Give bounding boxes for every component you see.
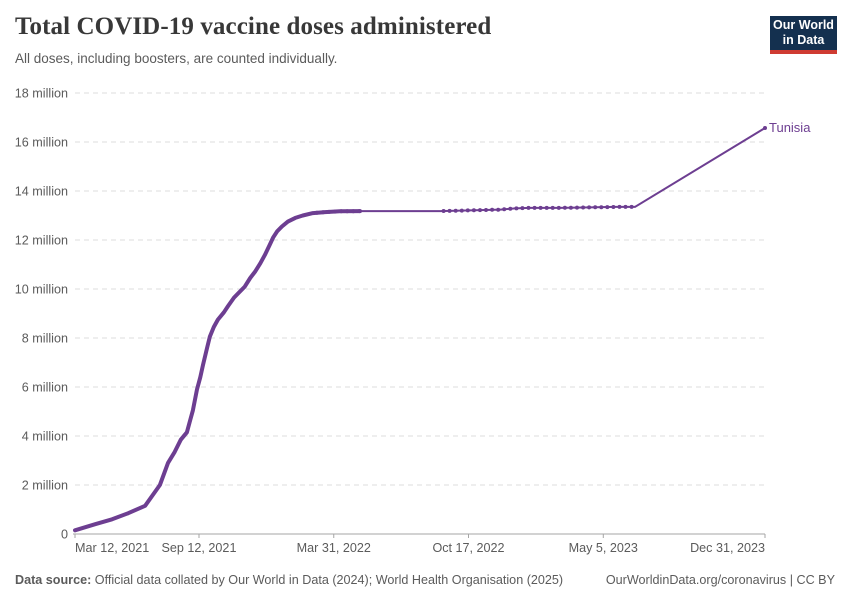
data-point-marker [629, 204, 634, 209]
data-point-marker [357, 209, 362, 214]
data-point-marker [321, 210, 325, 215]
data-point-marker [611, 205, 616, 209]
data-point-marker [520, 206, 525, 211]
data-point-marker [496, 207, 501, 212]
data-point-marker [532, 205, 537, 210]
data-point-marker [441, 209, 446, 213]
owid-logo[interactable]: Our World in Data [770, 16, 837, 54]
owid-logo-redbar [770, 50, 837, 54]
y-tick-label: 6 million [22, 380, 68, 394]
x-tick-label: Mar 12, 2021 [75, 541, 149, 555]
data-point-marker [599, 205, 604, 210]
data-point-marker [351, 209, 356, 214]
data-point-marker [605, 205, 610, 210]
y-tick-label: 16 million [15, 135, 68, 149]
owid-logo-line1: Our World [773, 18, 834, 32]
y-tick-label: 8 million [22, 331, 68, 345]
data-point-marker [556, 205, 561, 210]
data-source-note: Data source: Official data collated by O… [15, 573, 563, 587]
data-source-text: Official data collated by Our World in D… [91, 573, 564, 587]
y-tick-label: 12 million [15, 233, 68, 247]
x-tick-label: Dec 31, 2023 [690, 541, 765, 555]
owid-link[interactable]: OurWorldinData.org/coronavirus | CC BY [605, 573, 835, 587]
y-tick-label: 4 million [22, 429, 68, 443]
data-point-marker [314, 210, 319, 215]
y-tick-label: 2 million [22, 478, 68, 492]
data-point-marker [478, 208, 482, 213]
data-point-marker [538, 205, 543, 210]
data-point-marker [345, 209, 350, 214]
x-tick-label: Oct 17, 2022 [432, 541, 504, 555]
data-point-marker [763, 126, 767, 130]
data-point-marker [484, 208, 488, 212]
data-point-marker [514, 206, 519, 211]
data-point-marker [339, 209, 344, 214]
data-point-marker [593, 205, 598, 210]
data-source-label: Data source: [15, 573, 92, 587]
series-line-dense [73, 209, 362, 533]
data-point-marker [617, 204, 622, 209]
y-tick-label: 18 million [15, 86, 68, 100]
x-tick-label: Sep 12, 2021 [162, 541, 237, 555]
chart-footer: Data source: Official data collated by O… [15, 573, 835, 587]
owid-logo-text: Our World in Data [770, 16, 837, 50]
x-tick-label: May 5, 2023 [569, 541, 638, 555]
data-point-marker [508, 206, 513, 211]
data-point-marker [550, 205, 555, 210]
series-label-tunisia: Tunisia [769, 120, 811, 136]
x-tick-label: Mar 31, 2022 [297, 541, 371, 555]
series-line [74, 127, 766, 532]
data-point-marker [471, 208, 476, 213]
data-point-marker [587, 205, 592, 210]
data-point-marker [490, 207, 495, 212]
data-point-marker [502, 207, 507, 212]
data-point-marker [544, 205, 549, 210]
data-point-marker [453, 208, 458, 213]
chart-subtitle: All doses, including boosters, are count… [15, 51, 338, 66]
page-title: Total COVID-19 vaccine doses administere… [15, 13, 492, 40]
data-point-marker [327, 209, 331, 214]
y-tick-label: 0 [61, 527, 68, 541]
data-point-marker [575, 205, 579, 210]
data-point-marker [526, 205, 531, 210]
data-point-marker [333, 209, 338, 214]
data-point-marker [623, 204, 628, 209]
owid-logo-line2: in Data [782, 33, 825, 47]
data-point-marker [447, 208, 452, 213]
data-point-marker [581, 205, 586, 210]
data-point-marker [562, 205, 567, 210]
data-point-marker [459, 208, 464, 213]
data-point-marker [568, 205, 573, 210]
data-point-marker [465, 208, 470, 213]
y-tick-label: 10 million [15, 282, 68, 296]
y-tick-label: 14 million [15, 184, 68, 198]
